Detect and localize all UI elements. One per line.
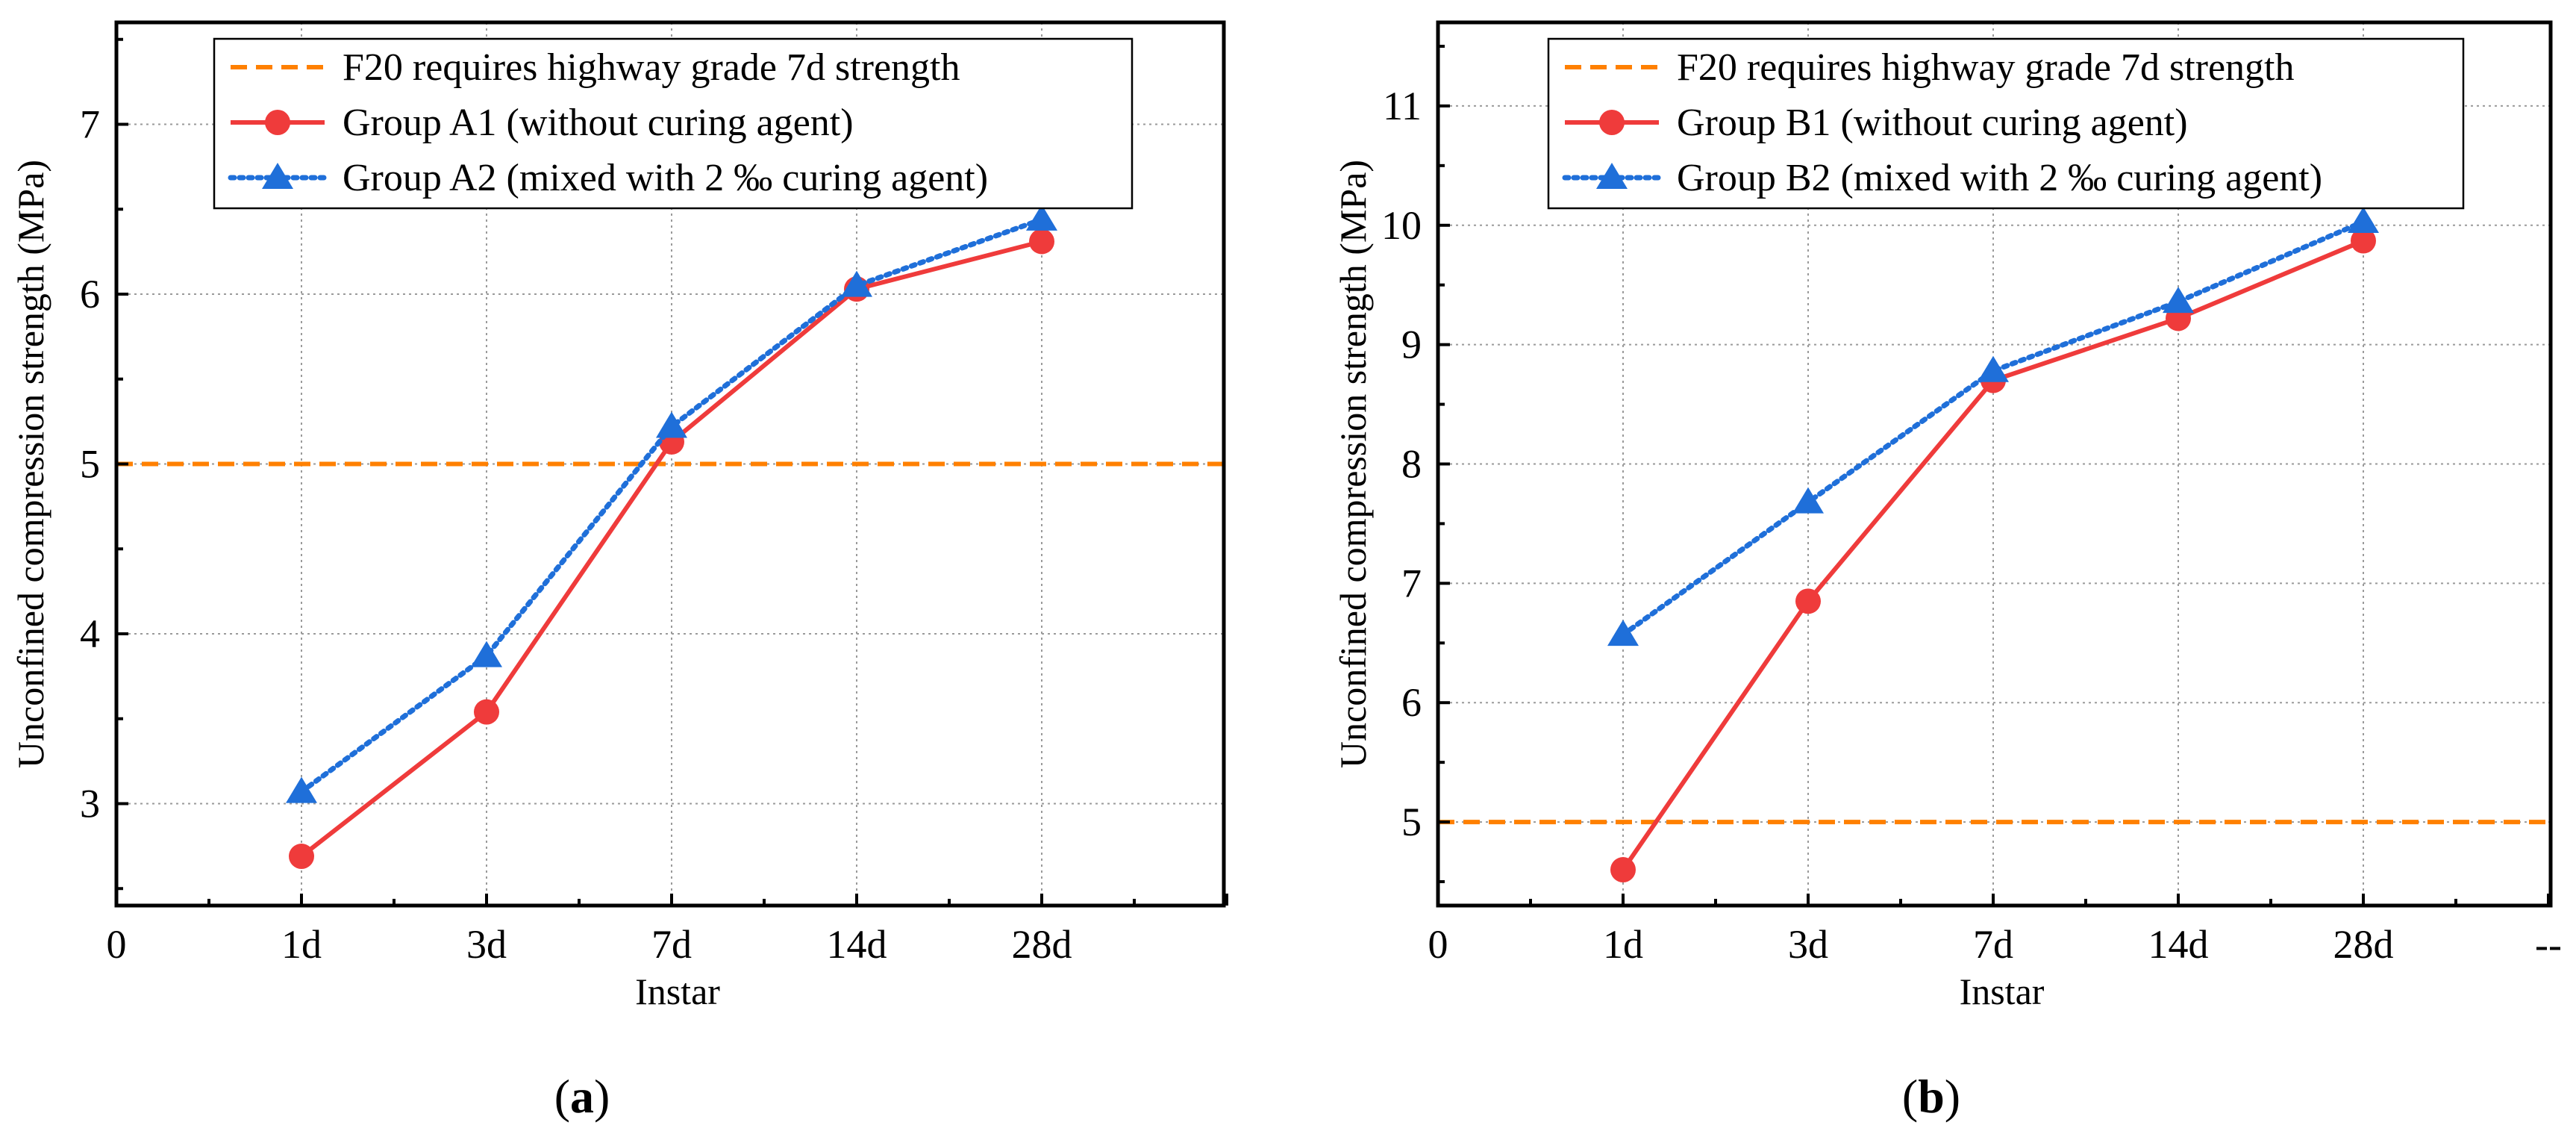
legend-swatch-triangle — [262, 163, 293, 189]
legend-label: Group A1 (without curing agent) — [343, 102, 854, 144]
legend-swatch-circle — [1599, 110, 1625, 135]
data-point-triangle — [656, 411, 687, 438]
legend-swatch-triangle — [1596, 163, 1628, 189]
y-tick-label: 7 — [1401, 561, 1422, 605]
y-axis-title: Unconfined compression strength (MPa) — [1332, 160, 1374, 768]
x-tick-label: 7d — [651, 922, 692, 967]
x-tick-label: 14d — [827, 922, 887, 967]
x-tick-label: 14d — [2148, 922, 2209, 967]
data-point-circle — [1610, 857, 1636, 883]
legend-swatch-circle — [265, 110, 290, 135]
data-point-triangle — [471, 641, 502, 667]
y-tick-label: 5 — [80, 442, 100, 487]
x-tick-label: 1d — [1603, 922, 1643, 967]
y-tick-label: 5 — [1401, 800, 1422, 844]
legend-label: F20 requires highway grade 7d strength — [343, 46, 960, 89]
panel-label-close-paren: ) — [594, 1070, 610, 1123]
y-tick-label: 8 — [1401, 442, 1422, 487]
y-tick-label: 10 — [1381, 203, 1422, 248]
panel-label-letter: b — [1918, 1070, 1945, 1123]
x-tick-label: 0 — [107, 922, 127, 967]
x-tick-label: 1d — [281, 922, 322, 967]
y-tick-label: 3 — [80, 782, 100, 826]
x-tick-label: 0 — [1428, 922, 1448, 967]
data-point-triangle — [1792, 487, 1824, 514]
legend-box — [1547, 37, 2465, 210]
data-point-circle — [1029, 228, 1054, 255]
x-tick-label: 3d — [466, 922, 507, 967]
panel-label-letter: a — [570, 1070, 594, 1123]
x-tick-label: -- — [2535, 922, 2562, 967]
y-tick-label: 6 — [80, 272, 100, 317]
panel-label-open-paren: ( — [1902, 1070, 1918, 1123]
x-axis-title: Instar — [635, 970, 720, 1012]
y-tick-label: 4 — [80, 611, 100, 656]
data-point-triangle — [286, 776, 317, 803]
panel-label-close-paren: ) — [1945, 1070, 1960, 1123]
data-point-triangle — [1978, 355, 2009, 382]
y-tick-label: 7 — [80, 102, 100, 147]
legend-label: F20 requires highway grade 7d strength — [1677, 46, 2294, 89]
x-tick-label: 7d — [1973, 922, 2013, 967]
data-point-circle — [474, 699, 499, 725]
legend-label: Group A2 (mixed with 2 ‰ curing agent) — [343, 157, 988, 199]
data-point-triangle — [2348, 206, 2379, 233]
data-point-circle — [289, 844, 314, 870]
y-tick-label: 6 — [1401, 680, 1422, 725]
chart-panel-b: 5 6 7 8 9 10 11 0 1d 3d 7d 14d 28d -- Instar Unconfined… — [1332, 20, 2562, 1123]
panel-label: (a) — [554, 1070, 610, 1123]
data-point-triangle — [2163, 287, 2194, 314]
data-point-triangle — [1026, 204, 1057, 231]
panel-label: (b) — [1902, 1070, 1960, 1123]
y-axis-title: Unconfined compression strength (MPa) — [10, 160, 51, 768]
x-tick-label: 3d — [1788, 922, 1828, 967]
data-point-circle — [1795, 588, 1821, 614]
x-tick-label: 28d — [1012, 922, 1072, 967]
data-point-circle — [2351, 228, 2376, 254]
panel-label-open-paren: ( — [554, 1070, 570, 1123]
chart-panel-a: 3 4 5 6 7 0 1d 3d 7d 14d 28d Instar Unconfined compr… — [10, 20, 1228, 1123]
x-tick-label: 28d — [2333, 922, 2394, 967]
y-tick-label: 11 — [1383, 84, 1422, 128]
data-point-triangle — [1607, 620, 1639, 646]
y-tick-label: 9 — [1401, 323, 1422, 367]
legend-label: Group B2 (mixed with 2 ‰ curing agent) — [1677, 157, 2322, 199]
legend-label: Group B1 (without curing agent) — [1677, 102, 2188, 144]
data-point-triangle — [841, 270, 872, 297]
legend-box — [213, 37, 1134, 210]
x-axis-title: Instar — [1960, 970, 2045, 1012]
